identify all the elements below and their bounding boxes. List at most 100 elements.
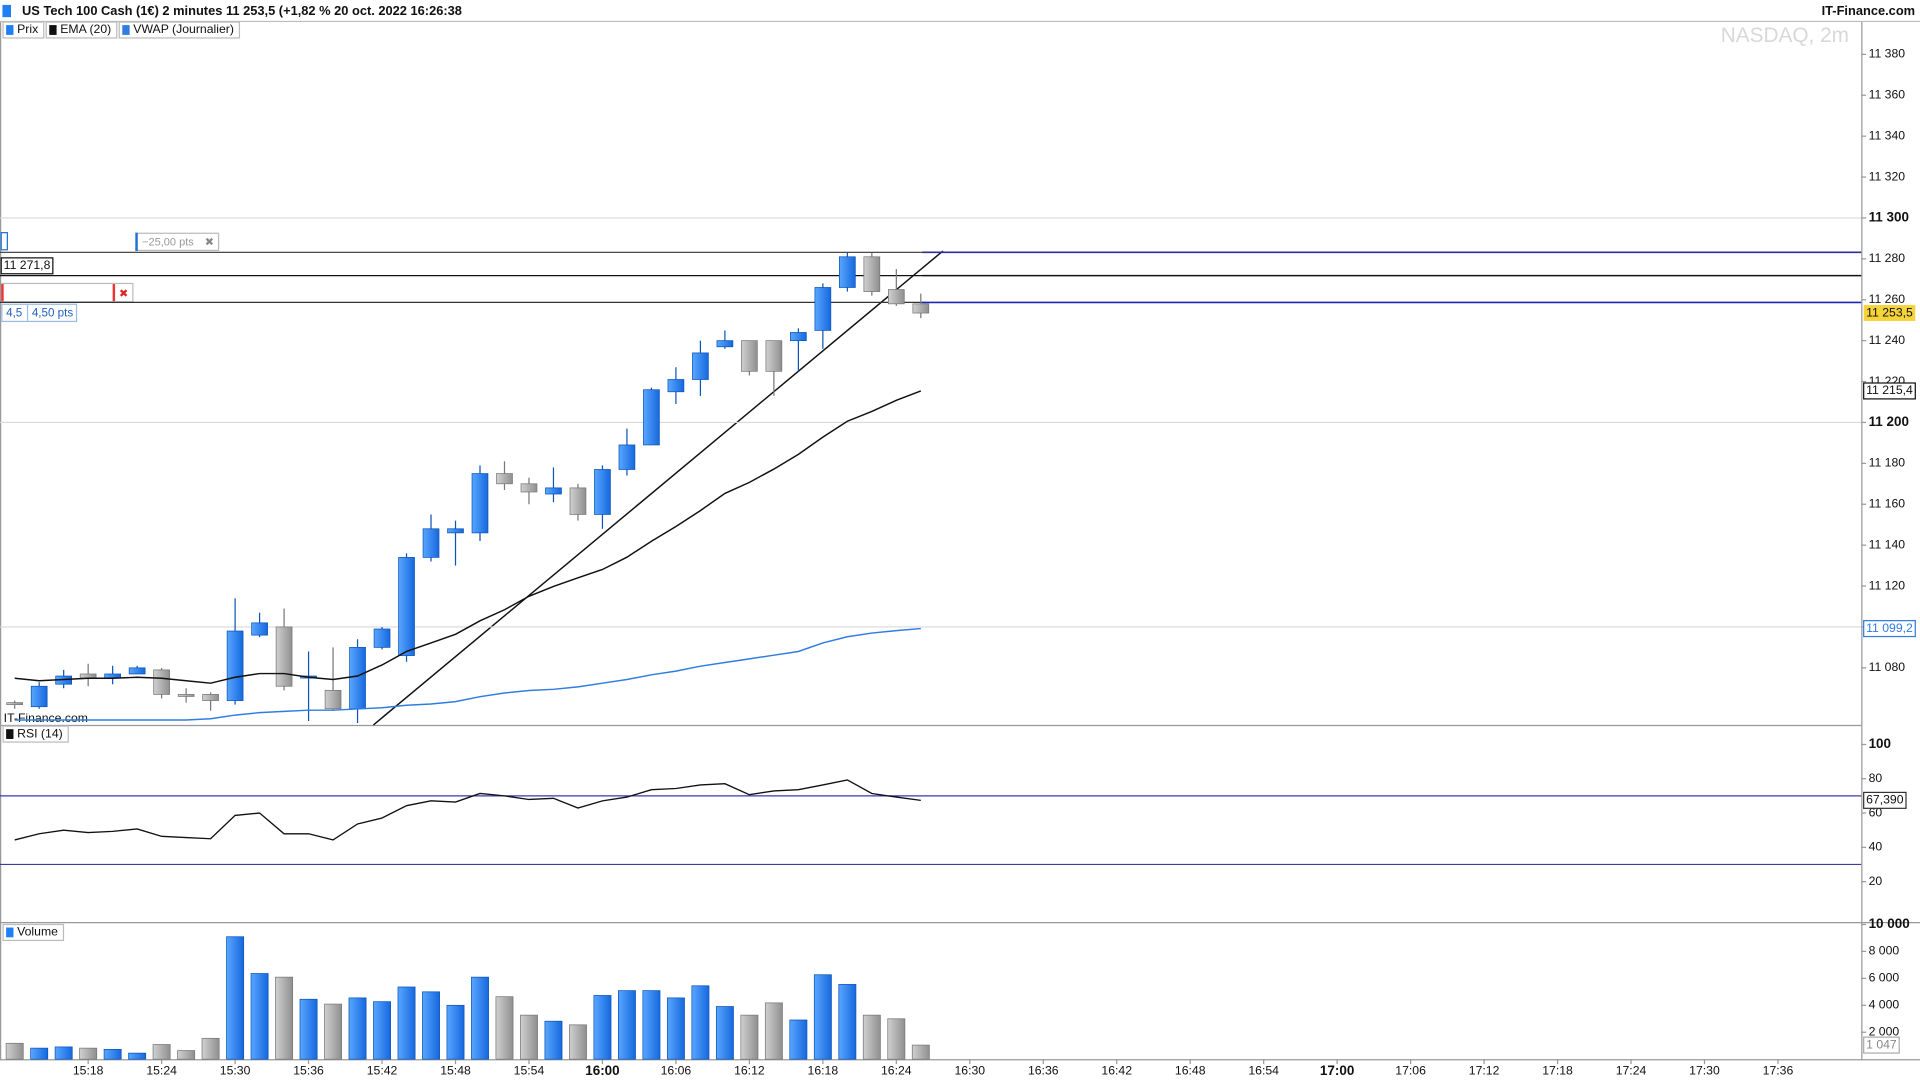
y-tick-label: 11 360	[1869, 87, 1906, 101]
x-tick-label: 15:42	[367, 1064, 398, 1078]
y-tick-label: 8 000	[1869, 944, 1900, 958]
volume-bar	[226, 936, 245, 1060]
x-tick-label: 16:24	[881, 1064, 912, 1078]
header-title: US Tech 100 Cash (1€) 2 minutes 11 253,5…	[22, 3, 462, 18]
volume-bar	[813, 974, 832, 1060]
distance-label: −25,00 pts	[142, 236, 194, 248]
volume-bar	[471, 976, 489, 1060]
volume-bar	[103, 1048, 122, 1060]
candle-body	[471, 473, 489, 534]
candle-body	[912, 303, 930, 314]
x-tick-label: 16:18	[808, 1064, 839, 1078]
y-tick-label: 2 000	[1869, 1024, 1900, 1038]
trend-line[interactable]	[372, 250, 944, 726]
panel-legend: RSI (14)	[17, 726, 63, 740]
y-tick-label: 11 300	[1869, 210, 1909, 225]
volume-bar	[715, 1006, 734, 1060]
y-tick-label: 11 080	[1869, 660, 1906, 674]
volume-bar	[569, 1024, 587, 1060]
header-brand: IT-Finance.com	[1822, 3, 1916, 18]
size-label: 4,5	[6, 307, 22, 320]
y-tick-label: 4 000	[1869, 998, 1900, 1012]
volume-bar	[324, 1003, 342, 1060]
order-close[interactable]: ✖	[119, 288, 128, 300]
volume-last-label-text: 1 047	[1866, 1037, 1897, 1051]
x-tick-label: 15:54	[514, 1064, 545, 1078]
x-tick-label: 17:06	[1395, 1064, 1426, 1078]
volume-bar	[250, 973, 269, 1060]
y-tick-label: 100	[1869, 736, 1891, 751]
legend-entry: Prix	[17, 22, 38, 36]
y-tick-label: 11 280	[1869, 251, 1906, 265]
volume-bar	[30, 1047, 49, 1060]
candle-body	[251, 622, 268, 636]
rsi-last-label: 67,390	[1863, 791, 1907, 809]
candle-body	[30, 685, 48, 708]
legend-entry: EMA (20)	[60, 22, 111, 36]
distance-close[interactable]: ✖	[205, 236, 214, 248]
candle-body	[765, 340, 783, 372]
volume-bar	[789, 1019, 808, 1060]
volume-bar	[152, 1044, 171, 1060]
rsi-last-label-bg	[1863, 791, 1907, 809]
volume-bar	[275, 976, 294, 1060]
y-tick-label: 6 000	[1869, 971, 1900, 985]
panel-legend-swatch	[6, 927, 14, 938]
indicator-line	[14, 390, 922, 684]
volume-bar	[666, 997, 685, 1060]
volume-bar	[691, 985, 710, 1060]
y-tick-label: 11 180	[1869, 456, 1906, 470]
x-tick-label: 15:18	[73, 1064, 104, 1078]
x-tick-label: 16:36	[1028, 1064, 1059, 1078]
vwap-last-label: 11 099,2	[1863, 620, 1916, 638]
y-tick-label: 11 240	[1869, 333, 1906, 347]
legend-entry-swatch	[49, 25, 57, 35]
volume-bar	[177, 1050, 196, 1060]
x-tick-label: 15:36	[293, 1064, 324, 1078]
volume-bar	[54, 1046, 73, 1060]
volume-bar	[299, 998, 318, 1060]
size-box[interactable]	[1, 303, 78, 323]
y-tick-label: 40	[1869, 840, 1883, 854]
candle-body	[153, 669, 170, 695]
volume-bar	[373, 1001, 391, 1060]
panel-legend-swatch	[6, 729, 14, 739]
y-tick-label: 20	[1869, 874, 1883, 888]
candle-body	[398, 557, 415, 656]
y-tick-label: 11 160	[1869, 496, 1906, 510]
x-tick-label: 16:12	[734, 1064, 765, 1078]
candle-body	[692, 352, 709, 380]
candle-body	[6, 702, 24, 706]
x-tick-label: 16:06	[661, 1064, 692, 1078]
candle-body	[716, 340, 734, 348]
candle-body	[447, 528, 464, 534]
volume-bar	[764, 1002, 783, 1060]
x-tick-label: 15:24	[146, 1064, 177, 1078]
volume-bar	[593, 995, 612, 1060]
indicator-line	[14, 627, 921, 721]
y-tick-label: 11 340	[1869, 128, 1906, 142]
vwap-last-label-text: 11 099,2	[1866, 621, 1913, 635]
candle-body	[520, 483, 538, 493]
volume-bar	[495, 996, 514, 1060]
volume-bar	[128, 1052, 147, 1060]
x-tick-label: 16:00	[585, 1063, 619, 1078]
volume-bar	[544, 1020, 563, 1060]
y-tick-label: 80	[1869, 771, 1883, 785]
legend-entry: VWAP (Journalier)	[133, 22, 234, 36]
candle-body	[888, 289, 905, 305]
rsi-line	[14, 779, 921, 841]
x-tick-label: 16:30	[954, 1064, 985, 1078]
volume-bar	[642, 990, 661, 1060]
y-tick-label: 11 320	[1869, 169, 1906, 183]
x-tick-label: 15:48	[440, 1064, 471, 1078]
candle-body	[790, 332, 807, 342]
ema-last-label-bg	[1863, 382, 1916, 400]
level-label: 11 271,8	[0, 257, 54, 275]
candle-body	[202, 694, 219, 701]
volume-bar	[618, 990, 636, 1060]
ema-last-label-text: 11 215,4	[1866, 383, 1913, 397]
tool-handle[interactable]	[0, 232, 8, 251]
candle-body	[741, 340, 758, 372]
